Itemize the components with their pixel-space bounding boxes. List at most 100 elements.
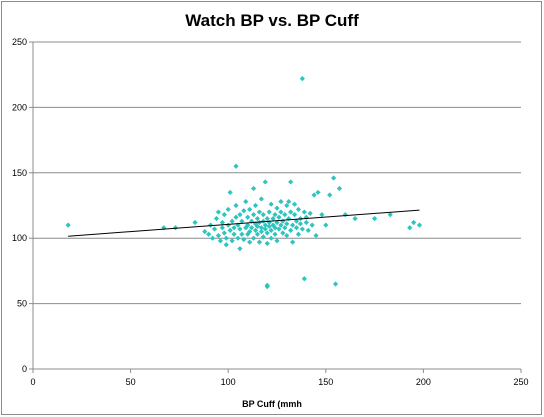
y-tick-labels: 0 50 100 150 200 250 — [12, 37, 27, 374]
data-point-40 — [243, 198, 249, 205]
y-tick-label-0: 0 — [22, 364, 27, 374]
data-point-32 — [237, 226, 243, 232]
data-point-74 — [264, 215, 270, 222]
data-point-22 — [227, 189, 233, 196]
data-point-6 — [208, 222, 214, 228]
data-point-59 — [256, 209, 263, 215]
data-point-127 — [315, 189, 321, 196]
data-point-119 — [301, 209, 307, 215]
data-point-72 — [264, 240, 270, 247]
data-point-99 — [284, 202, 290, 209]
trendline-group — [68, 209, 420, 237]
data-points — [65, 76, 423, 290]
data-point-88 — [274, 238, 280, 244]
data-point-85 — [272, 225, 278, 231]
data-point-103 — [288, 227, 294, 233]
data-point-137 — [387, 212, 393, 218]
data-point-66 — [260, 212, 266, 218]
x-tick-labels: 0 50 100 150 200 250 — [30, 377, 528, 387]
chart-title: Watch BP vs. BP Cuff — [185, 11, 359, 30]
data-point-43 — [245, 214, 251, 220]
x-tick-label-250: 250 — [513, 377, 528, 387]
data-point-108 — [291, 212, 298, 218]
data-point-84 — [272, 212, 278, 218]
data-point-23 — [229, 218, 235, 224]
x-tick-label-50: 50 — [126, 377, 136, 387]
data-point-135 — [352, 215, 358, 222]
data-point-55 — [254, 231, 261, 237]
axes — [29, 41, 522, 373]
trendline — [68, 209, 420, 237]
data-point-100 — [284, 232, 290, 239]
data-point-26 — [231, 231, 237, 237]
data-point-90 — [276, 214, 282, 220]
data-point-118 — [301, 276, 307, 282]
data-point-42 — [245, 222, 251, 228]
data-point-33 — [237, 212, 243, 218]
y-tick-label-250: 250 — [12, 37, 27, 47]
data-point-0 — [65, 222, 71, 228]
data-point-52 — [252, 227, 259, 233]
data-point-2 — [172, 225, 179, 231]
x-axis-label: BP Cuff (mmh — [242, 399, 302, 409]
data-point-80 — [268, 201, 274, 207]
data-point-112 — [295, 231, 302, 237]
data-point-120 — [303, 219, 309, 226]
data-point-50 — [250, 212, 257, 218]
data-point-82 — [270, 215, 276, 222]
data-point-83 — [272, 231, 278, 237]
data-point-107 — [290, 239, 296, 245]
data-point-67 — [262, 226, 268, 232]
x-tick-label-200: 200 — [416, 377, 431, 387]
data-point-46 — [247, 206, 253, 213]
data-point-20 — [225, 206, 231, 213]
data-point-44 — [247, 239, 253, 245]
data-point-60 — [256, 219, 263, 226]
y-tick-label-150: 150 — [12, 168, 27, 178]
data-point-129 — [323, 222, 329, 228]
y-tick-label-50: 50 — [17, 299, 27, 309]
data-point-76 — [266, 209, 272, 215]
data-point-64 — [260, 234, 266, 240]
data-point-54 — [252, 202, 259, 209]
data-point-121 — [303, 214, 309, 220]
data-point-10 — [215, 232, 222, 239]
data-point-17 — [223, 235, 229, 241]
data-point-75 — [266, 223, 272, 230]
data-point-124 — [309, 222, 315, 228]
data-point-34 — [237, 246, 243, 252]
data-point-73 — [264, 230, 270, 236]
data-point-128 — [319, 212, 325, 218]
data-point-94 — [280, 230, 286, 236]
data-point-61 — [258, 229, 264, 235]
data-point-133 — [336, 185, 343, 192]
data-point-97 — [282, 225, 288, 231]
data-point-14 — [219, 219, 225, 226]
data-point-96 — [282, 212, 288, 218]
data-point-139 — [411, 219, 417, 226]
data-point-58 — [256, 239, 263, 245]
data-point-21 — [227, 227, 233, 233]
data-point-98 — [284, 221, 290, 227]
data-point-37 — [241, 208, 247, 214]
data-point-19 — [225, 222, 231, 228]
data-point-113 — [295, 206, 302, 213]
x-tick-label-0: 0 — [30, 377, 35, 387]
data-point-4 — [202, 229, 208, 235]
data-point-93 — [278, 198, 284, 205]
data-point-5 — [206, 231, 212, 237]
data-point-131 — [331, 175, 337, 181]
data-point-138 — [407, 225, 413, 231]
data-point-24 — [229, 238, 235, 244]
data-point-57 — [254, 215, 261, 222]
data-point-114 — [297, 221, 304, 227]
data-point-111 — [293, 218, 300, 224]
data-point-25 — [231, 225, 237, 231]
data-point-13 — [219, 225, 225, 231]
data-point-36 — [239, 218, 245, 224]
data-point-15 — [221, 230, 227, 236]
data-point-27 — [233, 214, 239, 220]
data-point-110 — [293, 225, 300, 231]
data-point-38 — [241, 236, 247, 243]
